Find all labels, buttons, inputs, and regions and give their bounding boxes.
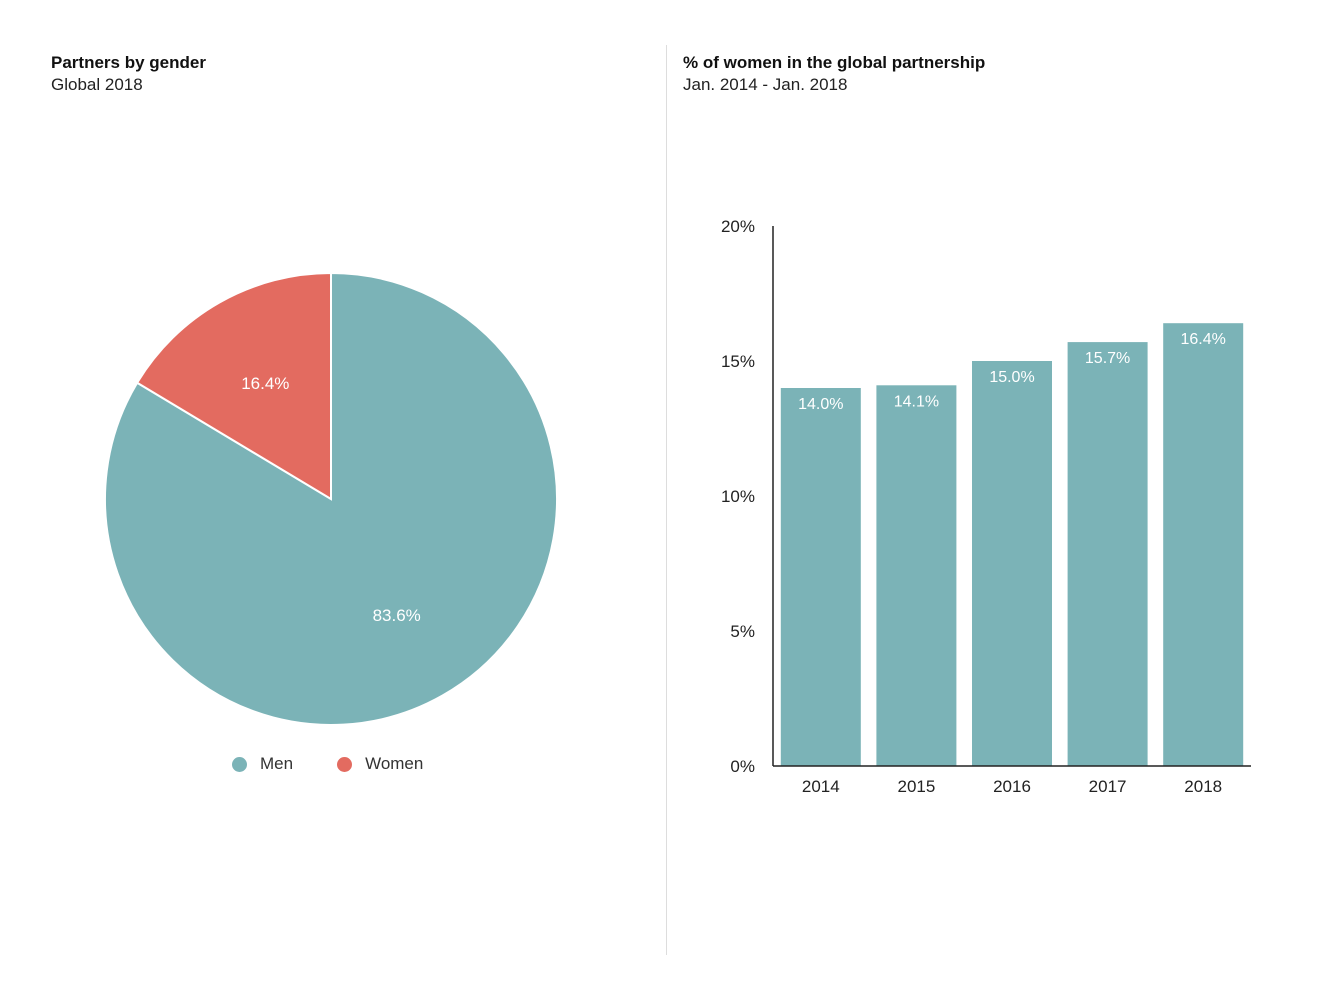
pie-title: Partners by gender	[51, 53, 206, 72]
bar-panel: % of women in the global partnership Jan…	[667, 0, 1333, 1000]
x-tick-label-2017: 2017	[1089, 777, 1127, 796]
pie-label-women: 16.4%	[241, 374, 289, 393]
legend-item-women: Women	[337, 754, 423, 774]
bar-value-label-2015: 14.1%	[894, 393, 939, 410]
legend-swatch-women	[337, 756, 353, 772]
bar-2014	[780, 388, 861, 766]
legend-item-men: Men	[232, 754, 293, 774]
bar-2017	[1067, 342, 1148, 766]
bar-value-label-2018: 16.4%	[1181, 331, 1226, 348]
pie-legend: Men Women	[232, 754, 467, 774]
bar-2016	[972, 361, 1052, 766]
pie-label-men: 83.6%	[373, 606, 421, 625]
y-tick-label-20: 20%	[721, 217, 755, 236]
bar-chart: 14.0% 2014 14.1% 2015 15.0% 2016 15.7% 2017 16.4…	[721, 217, 1251, 796]
pie-panel: Partners by gender Global 2018 83.6% 16.4…	[0, 0, 666, 1000]
bar-title: % of women in the global partnership	[683, 53, 986, 72]
legend-swatch-men	[232, 756, 247, 772]
y-tick-label-0: 0%	[730, 757, 755, 776]
y-tick-label-15: 15%	[721, 352, 755, 371]
x-tick-label-2016: 2016	[993, 777, 1031, 796]
x-tick-label-2015: 2015	[897, 777, 935, 796]
legend-label-men: Men	[260, 754, 294, 773]
x-tick-label-2018: 2018	[1184, 777, 1222, 796]
panel-divider	[666, 45, 667, 955]
bar-2018	[1163, 323, 1244, 766]
pie-subtitle: Global 2018	[51, 75, 143, 94]
bar-value-label-2016: 15.0%	[989, 369, 1034, 386]
pie-chart: 83.6% 16.4%	[104, 271, 558, 726]
bar-value-label-2014: 14.0%	[798, 396, 843, 413]
y-tick-label-5: 5%	[730, 622, 755, 641]
legend-label-women: Women	[365, 754, 424, 773]
bar-subtitle: Jan. 2014 - Jan. 2018	[683, 75, 848, 94]
bar-value-label-2017: 15.7%	[1085, 350, 1130, 367]
x-tick-label-2014: 2014	[802, 777, 840, 796]
pie-slice-women	[135, 271, 332, 501]
y-tick-label-10: 10%	[721, 487, 755, 506]
bar-2015	[876, 385, 957, 766]
